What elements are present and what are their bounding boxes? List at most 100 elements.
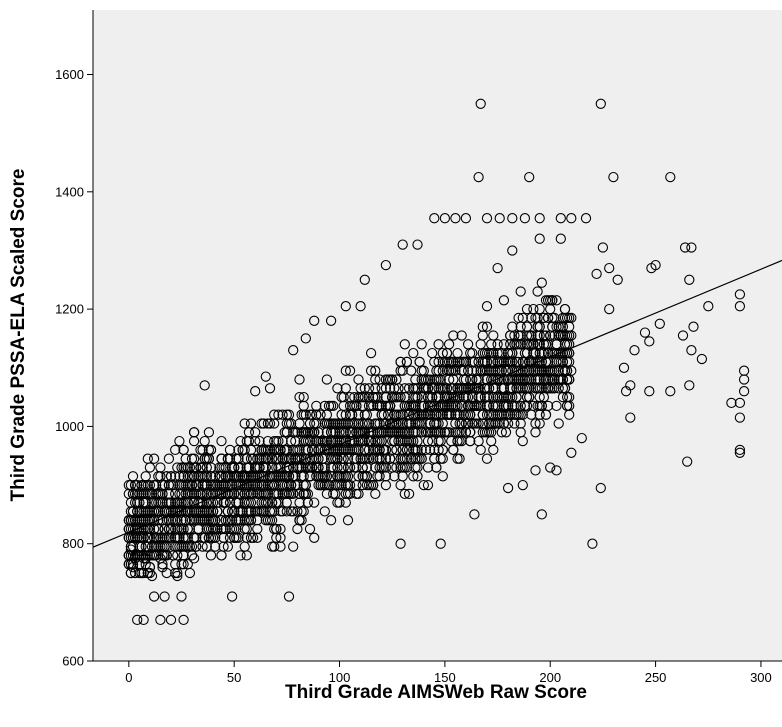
- data-point: [309, 497, 320, 508]
- data-point: [412, 239, 423, 250]
- data-point: [448, 330, 459, 341]
- data-point: [536, 509, 547, 520]
- data-point: [534, 409, 545, 420]
- data-point: [180, 515, 191, 526]
- data-point: [726, 397, 737, 409]
- data-point: [429, 213, 440, 224]
- data-point: [298, 427, 309, 438]
- data-point: [212, 479, 223, 491]
- data-point: [254, 488, 265, 500]
- data-point: [384, 453, 396, 464]
- data-point: [644, 336, 655, 347]
- data-point: [406, 453, 417, 464]
- data-point: [519, 383, 531, 394]
- data-point: [125, 497, 137, 508]
- data-point: [199, 380, 210, 391]
- data-point: [505, 356, 516, 368]
- data-point: [288, 345, 299, 356]
- data-point: [507, 321, 518, 332]
- data-point: [216, 515, 227, 526]
- data-point: [738, 386, 750, 397]
- data-point: [266, 541, 278, 552]
- data-point: [193, 497, 204, 508]
- data-point: [528, 347, 539, 359]
- data-point: [277, 479, 288, 491]
- data-point: [393, 427, 404, 438]
- x-tick-label: 50: [227, 670, 241, 685]
- data-point: [684, 380, 695, 391]
- data-point: [142, 506, 153, 517]
- data-point: [233, 532, 244, 543]
- data-point: [382, 400, 394, 412]
- data-point: [165, 506, 177, 517]
- data-point: [488, 330, 499, 341]
- data-point: [677, 330, 689, 341]
- data-point: [414, 356, 425, 368]
- data-point: [165, 471, 177, 482]
- y-axis-ticks: 600 800 1000 1200 1400 1600: [55, 67, 93, 669]
- data-point: [288, 541, 299, 552]
- data-point: [365, 435, 377, 447]
- data-point: [148, 523, 160, 535]
- data-point: [277, 409, 288, 420]
- data-point: [401, 435, 413, 447]
- data-point: [439, 427, 451, 438]
- data-point: [401, 356, 413, 368]
- data-point: [424, 444, 436, 456]
- data-point: [625, 412, 636, 423]
- data-point: [734, 447, 746, 458]
- data-point: [496, 409, 507, 420]
- data-point: [456, 330, 467, 341]
- data-point: [734, 301, 746, 312]
- data-point: [509, 400, 520, 412]
- data-point: [195, 444, 206, 456]
- data-point: [285, 506, 297, 517]
- data-point: [654, 318, 665, 329]
- data-point: [252, 515, 263, 526]
- data-point: [391, 462, 402, 473]
- y-axis-title: Third Grade PSSA-ELA Scaled Score: [8, 169, 29, 502]
- data-point: [644, 386, 655, 397]
- data-point: [260, 371, 271, 382]
- data-point: [481, 213, 493, 224]
- data-point: [336, 444, 347, 456]
- data-point: [148, 591, 160, 602]
- data-point: [157, 550, 168, 561]
- x-tick-label: 150: [434, 670, 456, 685]
- data-point: [298, 400, 309, 412]
- data-point: [142, 453, 153, 464]
- data-point: [321, 374, 333, 385]
- data-point: [203, 497, 215, 508]
- data-point: [178, 541, 189, 552]
- x-tick-label: 200: [539, 670, 561, 685]
- data-point: [323, 400, 335, 412]
- data-point: [380, 453, 392, 464]
- data-point: [271, 523, 282, 535]
- data-point: [266, 497, 278, 508]
- data-point: [138, 614, 149, 626]
- x-tick-label: 250: [645, 670, 667, 685]
- data-point: [199, 506, 210, 517]
- data-point: [159, 479, 170, 491]
- data-point: [239, 418, 250, 429]
- data-point: [395, 365, 406, 376]
- data-point: [515, 286, 526, 297]
- data-point: [361, 471, 373, 482]
- data-point: [172, 570, 183, 582]
- data-point: [481, 301, 493, 312]
- data-point: [148, 453, 160, 464]
- data-point: [256, 506, 267, 517]
- data-point: [551, 295, 562, 306]
- data-point: [528, 303, 539, 315]
- data-point: [199, 532, 210, 543]
- data-point: [353, 374, 364, 385]
- data-point: [450, 213, 461, 224]
- data-point: [433, 391, 444, 403]
- data-point: [258, 488, 269, 500]
- data-point: [370, 418, 381, 429]
- data-point: [229, 532, 240, 543]
- data-point: [494, 356, 505, 368]
- data-point: [170, 497, 181, 508]
- data-point: [551, 465, 562, 476]
- data-point: [513, 330, 524, 341]
